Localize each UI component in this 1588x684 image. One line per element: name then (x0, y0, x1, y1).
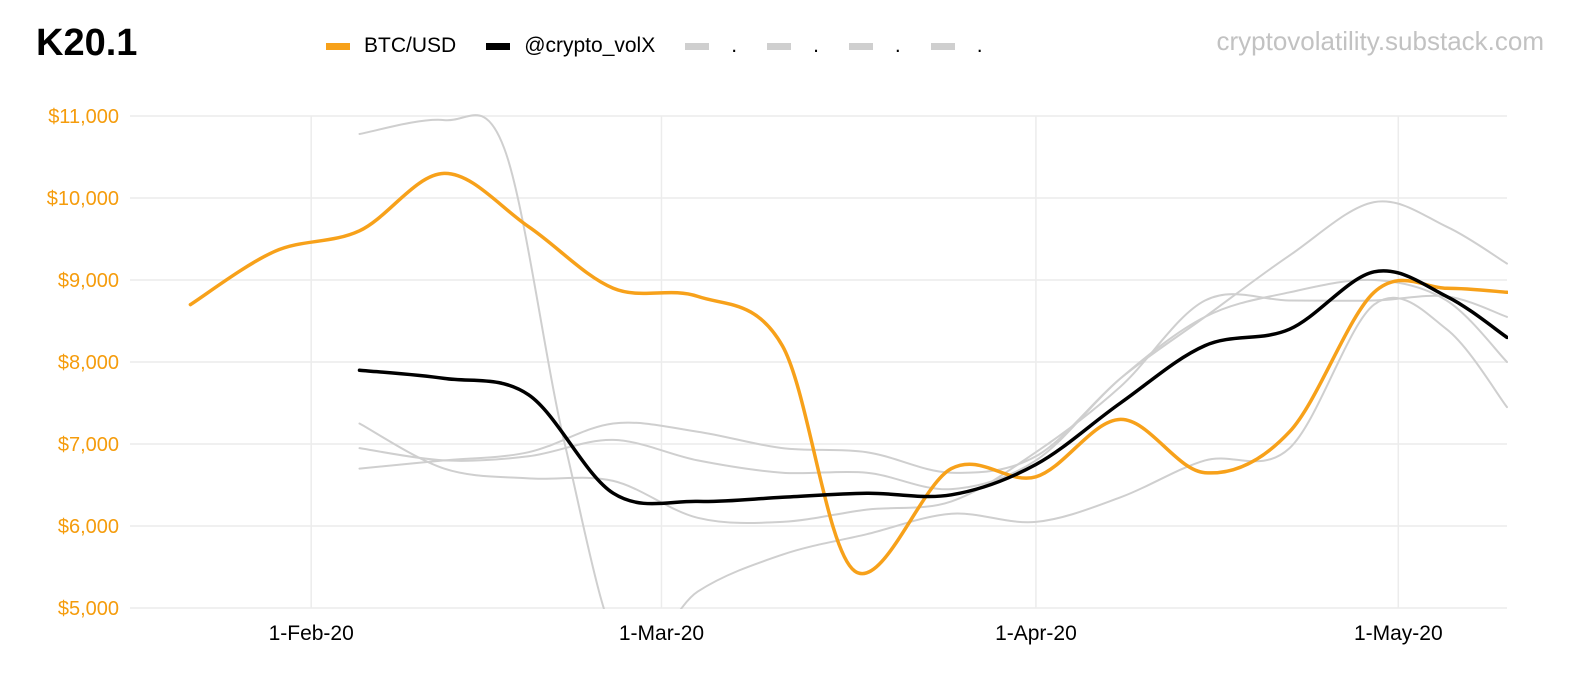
y-tick-label: $11,000 (48, 106, 119, 128)
legend-item-ghost-3[interactable]: . (848, 34, 901, 58)
legend-swatch-volx (486, 42, 511, 50)
y-tick-label: $6,000 (58, 516, 119, 538)
legend-label-ghost-1: . (731, 34, 738, 57)
legend-item-ghost-1[interactable]: . (685, 34, 737, 58)
watermark-source: cryptovolatility.substack.com (1216, 26, 1544, 56)
x-tick-label: 1-Apr-20 (995, 622, 1077, 645)
legend-item-ghost-2[interactable]: . (767, 34, 819, 58)
y-tick-label: $10,000 (47, 188, 119, 210)
grid-lines (130, 115, 1507, 609)
legend-item-btc[interactable]: BTC/USD (326, 34, 456, 58)
y-tick-label: $7,000 (58, 434, 119, 456)
legend-swatch-ghost-1 (685, 42, 710, 50)
chart-legend: BTC/USD @crypto_volX . . . . (326, 34, 1013, 58)
legend-label-ghost-3: . (894, 34, 901, 57)
legend-label-volx: @crypto_volX (524, 34, 656, 57)
legend-item-volx[interactable]: @crypto_volX (486, 34, 655, 58)
series-line-volx (357, 269, 1508, 506)
y-axis-ticks: $5,000 $6,000 $7,000 $8,000 $9,000 $10,000 $11… (47, 106, 119, 620)
legend-swatch-ghost-2 (767, 42, 792, 50)
legend-label-ghost-4: . (976, 34, 983, 57)
legend-swatch-ghost-4 (930, 42, 955, 50)
series-line-ghost-1 (358, 114, 1508, 609)
series-lines (188, 114, 1508, 609)
x-tick-label: 1-Feb-20 (269, 622, 354, 645)
x-tick-label: 1-May-20 (1354, 622, 1443, 645)
legend-swatch-ghost-3 (848, 42, 873, 50)
legend-swatch-btc (326, 42, 350, 50)
y-tick-label: $5,000 (58, 598, 119, 620)
legend-label-btc: BTC/USD (364, 34, 457, 57)
legend-item-ghost-4[interactable]: . (930, 34, 983, 58)
y-tick-label: $9,000 (58, 270, 119, 292)
chart-title: K20.1 (36, 22, 138, 64)
series-line-btc (188, 171, 1508, 576)
x-axis-ticks: 1-Feb-20 1-Mar-20 1-Apr-20 1-May-20 (269, 622, 1443, 645)
legend-label-ghost-2: . (813, 34, 819, 57)
y-tick-label: $8,000 (58, 352, 119, 374)
series-line-ghost-4 (358, 278, 1508, 491)
series-line-ghost-3 (358, 200, 1508, 474)
x-tick-label: 1-Mar-20 (619, 622, 704, 645)
